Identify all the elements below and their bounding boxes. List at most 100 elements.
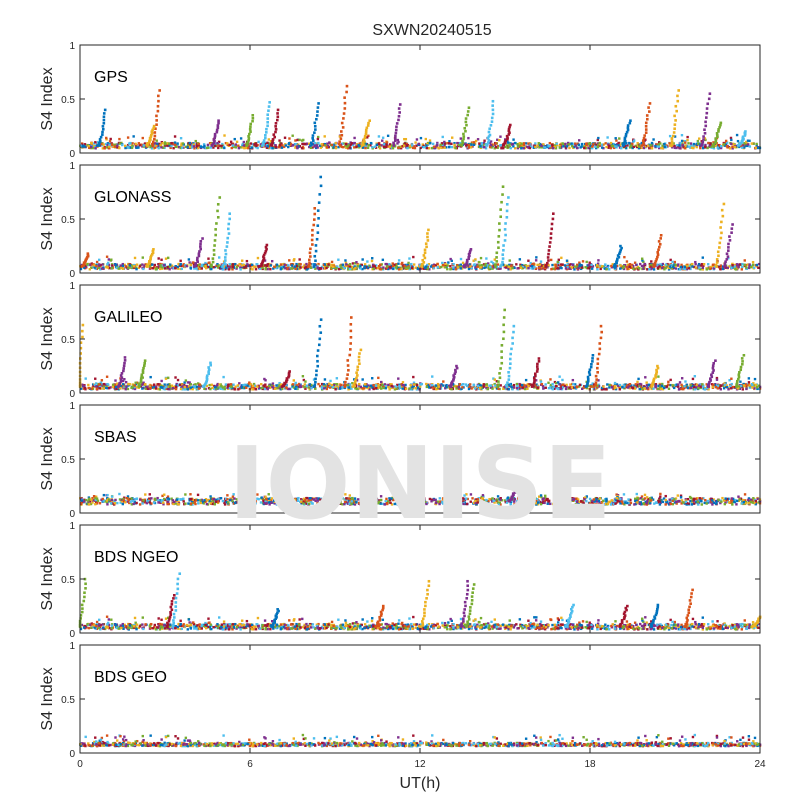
data-point: [292, 379, 296, 382]
data-point: [667, 268, 671, 271]
data-point: [340, 145, 344, 149]
spike-point: [624, 134, 628, 138]
data-point: [539, 260, 543, 263]
spike-point: [510, 347, 513, 351]
data-point: [617, 141, 620, 145]
spike-point: [551, 217, 555, 221]
spike-point: [355, 376, 358, 380]
spike-point: [730, 231, 733, 234]
data-point: [216, 263, 219, 266]
data-point: [318, 267, 321, 270]
data-point: [432, 264, 435, 268]
data-point: [193, 385, 196, 388]
data-point: [390, 384, 393, 388]
spike-point: [675, 109, 678, 113]
data-point: [184, 379, 188, 382]
data-point: [299, 384, 302, 387]
data-point: [267, 143, 270, 146]
data-point: [334, 142, 337, 145]
data-point: [569, 383, 572, 386]
data-point: [518, 145, 521, 148]
data-point: [534, 145, 537, 149]
data-point: [90, 142, 93, 145]
spike-point: [673, 123, 677, 126]
spike-point: [205, 374, 209, 378]
data-point: [521, 386, 524, 389]
data-point: [526, 387, 529, 390]
data-point: [150, 147, 154, 150]
data-point: [166, 142, 170, 145]
spike-point: [213, 132, 217, 136]
data-point: [105, 136, 108, 140]
data-point: [437, 147, 440, 150]
data-point: [219, 383, 222, 386]
data-point: [626, 267, 629, 271]
data-point: [192, 261, 195, 264]
data-point: [439, 384, 442, 387]
data-point: [553, 144, 557, 147]
spike-point: [313, 212, 317, 216]
spike-point: [676, 99, 680, 103]
data-point: [404, 137, 408, 141]
data-point: [318, 384, 322, 388]
data-point: [160, 384, 163, 387]
data-point: [643, 145, 647, 149]
data-point: [523, 384, 526, 387]
data-point: [565, 145, 568, 148]
data-point: [379, 263, 382, 266]
spike-point: [261, 260, 265, 263]
spike-point: [505, 209, 509, 213]
data-point: [631, 142, 634, 146]
data-point: [391, 147, 395, 150]
spike-point: [207, 368, 211, 371]
spike-point: [499, 208, 502, 211]
data-point: [156, 142, 159, 145]
data-point: [361, 378, 364, 381]
data-point: [353, 267, 356, 271]
spike-point: [500, 350, 503, 353]
data-point: [565, 383, 568, 387]
spike-point: [462, 132, 465, 136]
data-point: [731, 264, 734, 267]
data-point: [206, 143, 210, 147]
data-point: [294, 385, 298, 389]
spike-point: [452, 379, 455, 382]
data-point: [527, 259, 530, 262]
data-point: [176, 265, 179, 269]
spike-point: [454, 370, 457, 374]
data-point: [660, 264, 664, 268]
data-point: [162, 146, 165, 149]
data-point: [556, 260, 559, 264]
data-point: [689, 144, 693, 148]
spike-point: [353, 381, 357, 384]
spike-point: [274, 125, 277, 128]
data-point: [652, 387, 655, 390]
data-point: [510, 264, 513, 267]
data-point: [501, 263, 505, 266]
data-point: [368, 388, 371, 391]
data-point: [266, 267, 269, 271]
data-point: [719, 264, 722, 268]
spike-point: [460, 143, 463, 146]
data-point: [497, 144, 500, 148]
data-point: [239, 268, 242, 271]
data-point: [372, 383, 375, 387]
spike-point: [212, 138, 216, 141]
data-point: [205, 146, 209, 150]
spike-point: [311, 134, 315, 137]
data-point: [123, 263, 126, 267]
data-point: [531, 264, 534, 268]
data-point: [672, 386, 676, 390]
data-point: [119, 264, 122, 267]
spike-point: [509, 362, 512, 366]
data-point: [218, 256, 221, 259]
spike-point: [262, 257, 266, 260]
spike-point: [503, 140, 507, 144]
data-point: [476, 263, 479, 267]
data-point: [440, 265, 443, 269]
data-point: [221, 386, 224, 389]
data-point: [110, 267, 114, 270]
data-point: [331, 265, 335, 268]
data-point: [330, 383, 334, 387]
